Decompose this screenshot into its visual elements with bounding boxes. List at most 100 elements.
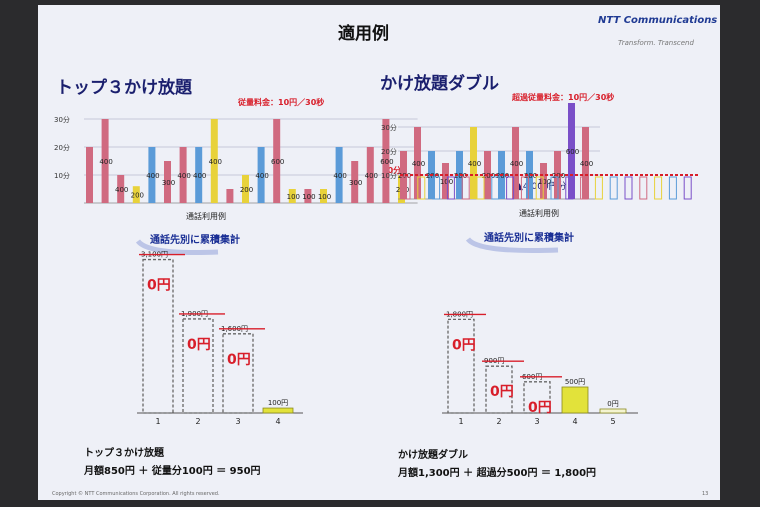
- free-call-outline: [683, 176, 692, 200]
- free-call-outline: [506, 176, 515, 200]
- bar-value-label: 400: [209, 158, 222, 166]
- usage-bar: [226, 189, 234, 203]
- bar-value-label: 300: [162, 179, 175, 187]
- usage-bar: [582, 127, 589, 199]
- usage-bar: [304, 189, 312, 203]
- charged-bar: [599, 408, 627, 414]
- bar-value-label: 400: [510, 160, 523, 168]
- usage-bar: [179, 147, 187, 203]
- usage-bar: [568, 103, 575, 199]
- y-tick-label: 30分: [381, 123, 397, 132]
- right-heading: かけ放題ダブル: [380, 74, 499, 94]
- free-call-outline: [461, 176, 470, 200]
- free-call-outline: [609, 176, 618, 200]
- free-call-outline: [594, 176, 603, 200]
- usage-bar: [442, 163, 449, 199]
- logo-tagline: Transform. Transcend: [618, 39, 694, 47]
- right-summary-formula: 月額1,300円 ＋ 超過分500円 ＝ 1,800円: [398, 468, 597, 479]
- bar-value-label: 400: [193, 172, 206, 180]
- charged-bar: [262, 407, 294, 414]
- usage-bar: [456, 151, 463, 199]
- left-rate-note: 従量料金：10円／30秒: [238, 98, 325, 107]
- bar-value-label: 400: [468, 160, 481, 168]
- usage-bar: [210, 119, 218, 203]
- free-call-outline: [491, 176, 500, 200]
- page-number: 13: [702, 491, 709, 497]
- category-label: 5: [610, 417, 615, 426]
- free-call-outline: [476, 176, 485, 200]
- bar-value-label: 600: [271, 158, 284, 166]
- bar-value-label: 100: [287, 193, 300, 201]
- bar-value-label: 200: [482, 172, 495, 180]
- free-call-outline: [446, 176, 455, 200]
- zero-yen-label: 0円: [227, 352, 251, 368]
- category-label: 3: [534, 417, 539, 426]
- bar-value-label: 100: [538, 178, 551, 186]
- free-call-outline: [535, 176, 544, 200]
- free-total-bar: [222, 333, 254, 414]
- zero-yen-label: 0円: [187, 337, 211, 353]
- bar-value-label: 600: [380, 158, 393, 166]
- left-heading: トップ３かけ放題: [56, 78, 192, 98]
- total-value-label: 0円: [607, 400, 618, 408]
- bar-value-label: 100: [440, 178, 453, 186]
- usage-bar: [132, 186, 140, 203]
- total-value-label: 100円: [268, 399, 288, 407]
- free-call-outline: [402, 176, 411, 200]
- zero-yen-label: 0円: [528, 400, 552, 416]
- category-label: 3: [235, 417, 240, 426]
- bar-value-label: 400: [365, 172, 378, 180]
- bar-value-label: 200: [398, 172, 411, 180]
- free-call-outline: [624, 176, 633, 200]
- usage-bar: [382, 119, 390, 203]
- bar-value-label: 400: [580, 160, 593, 168]
- usage-bar: [117, 175, 125, 203]
- y-tick-label: 20分: [54, 143, 70, 152]
- usage-bar: [257, 147, 265, 203]
- free-call-outline: [565, 176, 574, 200]
- usage-bar: [400, 151, 407, 199]
- free-call-outline: [432, 176, 441, 200]
- usage-bar: [512, 127, 519, 199]
- free-call-outline: [550, 176, 559, 200]
- bar-value-label: 300: [349, 179, 362, 187]
- usage-bar: [195, 147, 203, 203]
- free-total-bar: [447, 318, 475, 414]
- threshold-label: 10分: [382, 166, 402, 175]
- usage-bar: [288, 189, 296, 203]
- bar-value-label: 400: [177, 172, 190, 180]
- category-label: 2: [195, 417, 200, 426]
- slide: 適用例 NTT Communications Transform. Transc…: [38, 5, 720, 500]
- usage-bar: [366, 147, 374, 203]
- free-call-outline: [580, 176, 589, 200]
- bar-value-label: 600: [566, 148, 579, 156]
- zero-yen-label: 0円: [452, 337, 476, 353]
- free-call-outline: [654, 176, 663, 200]
- free-total-bar: [523, 381, 551, 414]
- usage-bar: [320, 189, 327, 203]
- free-total-bar: [485, 365, 513, 414]
- free-call-outline: [668, 176, 677, 200]
- free-call-outline: [520, 176, 529, 200]
- usage-bar: [414, 127, 421, 199]
- category-label: 1: [458, 417, 463, 426]
- usage-bar: [242, 175, 249, 203]
- curved-arrow-left: [135, 239, 219, 256]
- right-summary-title: かけ放題ダブル: [398, 450, 468, 461]
- usage-bar: [148, 147, 156, 203]
- bar-value-label: 200: [240, 186, 253, 194]
- charged-bar: [561, 386, 589, 414]
- copyright-text: Copyright © NTT Communications Corporati…: [52, 491, 220, 497]
- category-label: 2: [496, 417, 501, 426]
- left-chart-caption: 通話利用例: [186, 212, 226, 221]
- usage-bar: [526, 151, 533, 199]
- usage-bar: [164, 161, 171, 203]
- right-chart-caption: 通話利用例: [519, 209, 559, 218]
- curved-arrow-right: [465, 237, 559, 254]
- usage-bar: [335, 147, 343, 203]
- left-summary-formula: 月額850円 ＋ 従量分100円 ＝ 950円: [84, 466, 261, 477]
- bar-value-label: 100: [318, 193, 331, 201]
- ntt-logo: NTT Communications: [598, 15, 718, 26]
- free-total-bar: [142, 258, 174, 414]
